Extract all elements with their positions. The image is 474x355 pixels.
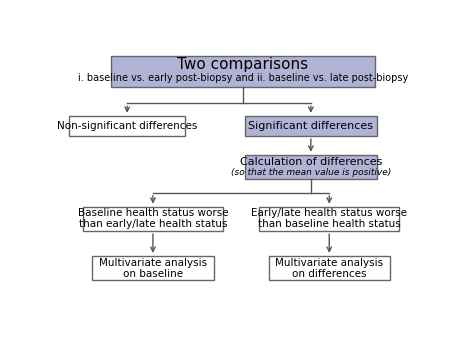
- Text: Baseline health status worse: Baseline health status worse: [78, 208, 228, 218]
- Text: i. baseline vs. early post-biopsy and ii. baseline vs. late post-biopsy: i. baseline vs. early post-biopsy and ii…: [78, 73, 408, 83]
- Text: than baseline health status: than baseline health status: [258, 219, 401, 229]
- FancyBboxPatch shape: [259, 207, 399, 231]
- Text: than early/late health status: than early/late health status: [79, 219, 227, 229]
- FancyBboxPatch shape: [269, 256, 390, 280]
- FancyBboxPatch shape: [69, 116, 185, 136]
- Text: Multivariate analysis: Multivariate analysis: [275, 258, 383, 268]
- FancyBboxPatch shape: [245, 155, 377, 179]
- Text: Early/late health status worse: Early/late health status worse: [251, 208, 407, 218]
- Text: (so that the mean value is positive): (so that the mean value is positive): [231, 168, 391, 177]
- Text: on baseline: on baseline: [123, 268, 183, 279]
- FancyBboxPatch shape: [92, 256, 213, 280]
- Text: Two comparisons: Two comparisons: [177, 57, 309, 72]
- Text: Multivariate analysis: Multivariate analysis: [99, 258, 207, 268]
- Text: on differences: on differences: [292, 268, 366, 279]
- FancyBboxPatch shape: [110, 56, 375, 87]
- Text: Non-significant differences: Non-significant differences: [57, 121, 197, 131]
- FancyBboxPatch shape: [83, 207, 223, 231]
- FancyBboxPatch shape: [245, 116, 377, 136]
- Text: Calculation of differences: Calculation of differences: [240, 157, 382, 166]
- Text: Significant differences: Significant differences: [248, 121, 374, 131]
